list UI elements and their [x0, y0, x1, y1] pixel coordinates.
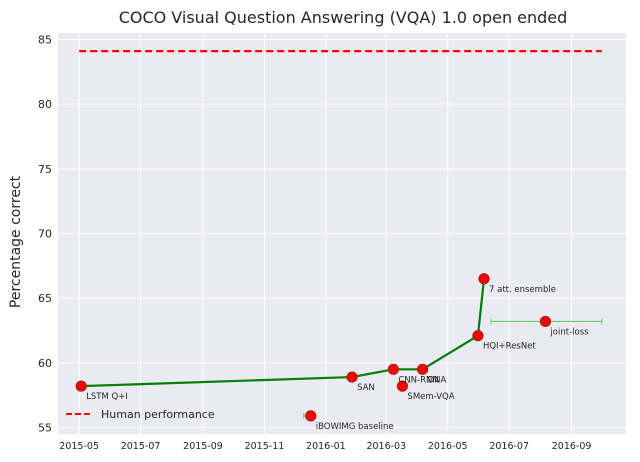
- x-tick-label: 2015-05: [59, 441, 99, 452]
- data-point-smem-vqa: [396, 380, 409, 392]
- x-tick-label: 2016-01: [306, 441, 346, 452]
- point-labels: LSTM Q+I iBOWIMG baseline SAN CNN-RNN SMem-V…: [86, 285, 589, 432]
- y-axis-ticks: 55 60 65 70 75 80 85: [38, 33, 52, 434]
- data-point-lstm-q-i: [75, 380, 87, 392]
- data-label-san: SAN: [357, 383, 375, 393]
- x-tick-label: 2015-11: [245, 441, 285, 452]
- y-tick-label: 75: [38, 163, 52, 176]
- data-point-dna: [416, 363, 429, 375]
- data-label-hqi-resnet: HQI+ResNet: [483, 342, 536, 352]
- sota-line-layer: [81, 278, 486, 388]
- data-point-hqi-resnet: [472, 330, 484, 342]
- data-label-dna: DNA: [428, 375, 447, 385]
- data-label-lstm-q-i: LSTM Q+I: [86, 392, 128, 402]
- y-axis-label: Percentage correct: [8, 175, 24, 308]
- y-tick-label: 65: [38, 292, 52, 305]
- y-tick-label: 85: [38, 33, 52, 46]
- x-tick-label: 2015-09: [183, 441, 223, 452]
- data-label-7-att-ensemble: 7 att. ensemble: [489, 285, 556, 295]
- data-point-ibowimg-baseline: [305, 410, 317, 422]
- x-tick-label: 2016-03: [366, 441, 406, 452]
- data-point-san: [346, 371, 358, 383]
- data-label-cnn-rnn: CNN-RNN: [398, 375, 438, 385]
- y-tick-label: 60: [38, 357, 52, 370]
- data-label-smem-vqa: SMem-VQA: [407, 392, 454, 402]
- chart-title: COCO Visual Question Answering (VQA) 1.0…: [119, 8, 568, 27]
- legend: Human performance: [66, 408, 215, 421]
- data-point-joint-loss: [539, 315, 552, 328]
- x-tick-label: 2016-05: [428, 441, 468, 452]
- x-tick-label: 2015-07: [121, 441, 161, 452]
- data-point-7-att-ensemble: [478, 273, 490, 285]
- data-label-ibowimg-baseline: iBOWIMG baseline: [316, 422, 394, 432]
- y-tick-label: 70: [38, 228, 52, 241]
- data-points: [75, 273, 552, 422]
- data-point-cnn-rnn: [387, 363, 399, 375]
- y-tick-label: 55: [38, 422, 52, 435]
- data-label-joint-loss: joint-loss: [549, 327, 589, 337]
- x-tick-label: 2016-07: [489, 441, 529, 452]
- legend-human-performance-label: Human performance: [101, 408, 215, 421]
- sota-progress-line: [81, 278, 486, 388]
- x-tick-label: 2016-09: [552, 441, 592, 452]
- grid: [58, 33, 626, 434]
- x-axis-ticks: 2015-05 2015-07 2015-09 2015-11 2016-01 2016-…: [59, 441, 591, 452]
- y-tick-label: 80: [38, 98, 52, 111]
